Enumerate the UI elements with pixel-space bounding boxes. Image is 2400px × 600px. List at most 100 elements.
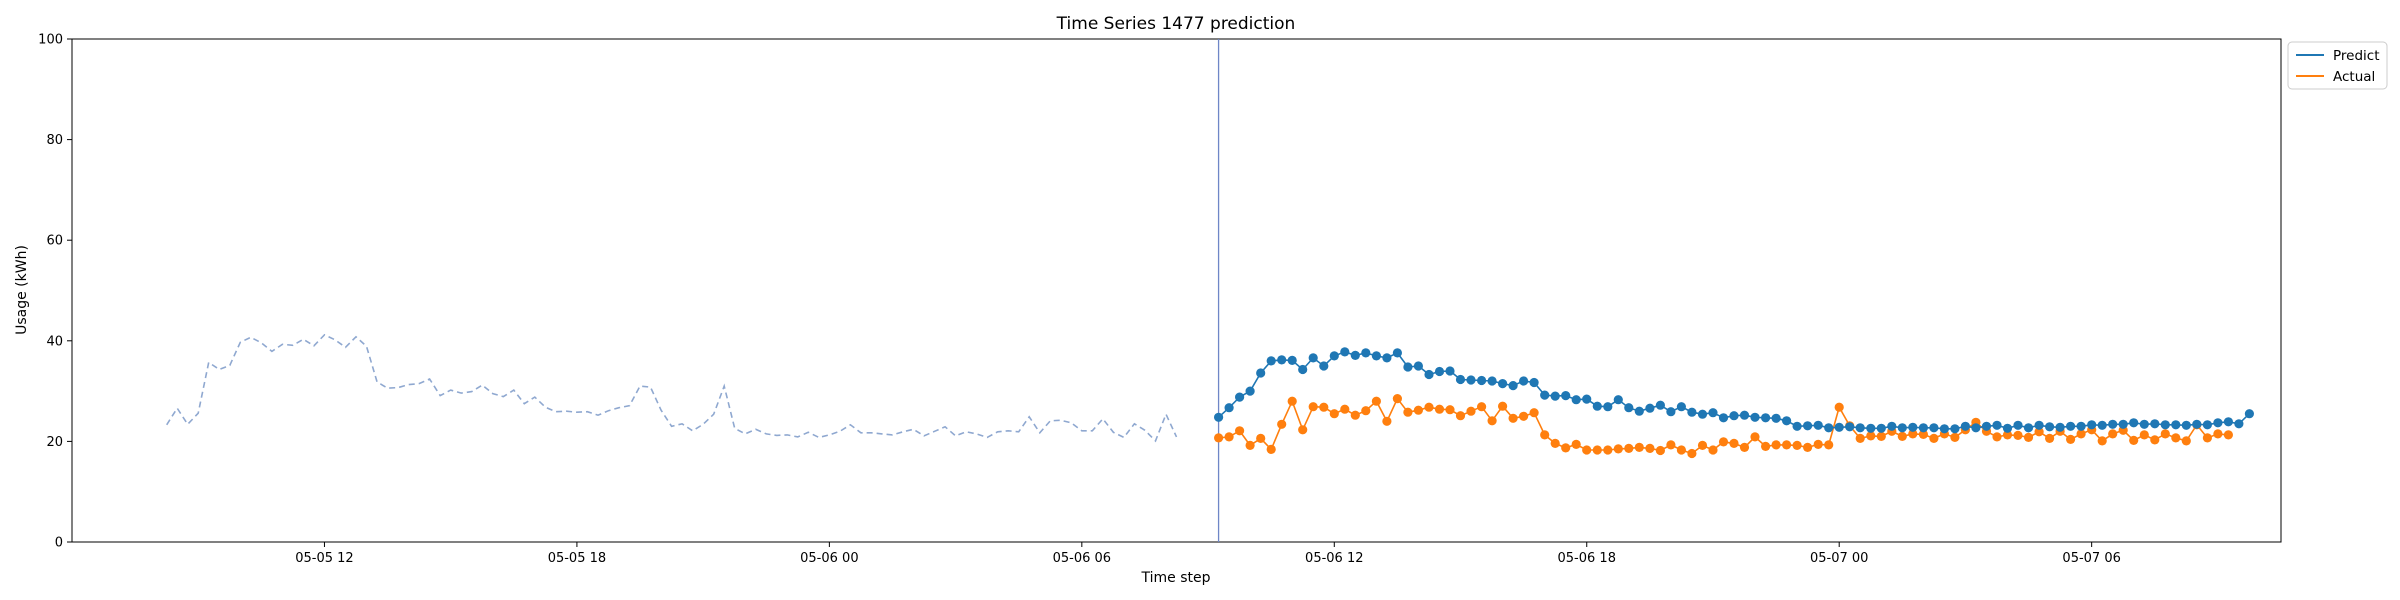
data-point-actual (1582, 445, 1592, 455)
data-point-predict (1424, 369, 1434, 380)
data-point-predict (1792, 421, 1802, 431)
data-point-predict (2097, 420, 2107, 430)
data-point-predict (1992, 420, 2002, 430)
data-point-actual (1561, 443, 1571, 453)
data-point-actual (1739, 442, 1750, 452)
data-point-predict (1624, 403, 1634, 413)
data-point-actual (1350, 410, 1360, 420)
data-point-actual (1224, 432, 1234, 442)
series-actual (1214, 394, 2233, 459)
y-tick-label: 40 (46, 334, 63, 349)
data-point-actual (1771, 440, 1781, 450)
data-point-predict (1655, 400, 1665, 410)
x-tick-label: 05-06 00 (800, 551, 858, 566)
y-axis: 0 20 40 60 80 100 (38, 33, 72, 551)
data-point-actual (1697, 440, 1708, 450)
data-point-predict (1718, 413, 1729, 423)
data-point-predict (1676, 402, 1686, 412)
data-point-actual (1403, 407, 1413, 417)
data-point-predict (1329, 351, 1339, 361)
y-tick-label: 60 (46, 234, 63, 249)
data-point-actual (1761, 441, 1771, 451)
data-point-predict (1382, 353, 1392, 363)
data-point-actual (2150, 435, 2160, 445)
data-point-actual (2023, 432, 2034, 442)
data-point-actual (1666, 440, 1676, 450)
data-point-actual (2002, 430, 2013, 440)
data-point-predict (1634, 406, 1644, 416)
data-point-actual (1329, 409, 1339, 419)
data-point-predict (1350, 350, 1360, 360)
data-point-actual (1487, 416, 1497, 426)
data-point-predict (1434, 366, 1445, 377)
data-point-predict (1235, 392, 1245, 402)
data-point-actual (1918, 429, 1928, 439)
data-point-actual (2045, 433, 2055, 443)
data-point-actual (1340, 404, 1350, 414)
data-point-actual (1519, 411, 1529, 421)
data-point-actual (2076, 429, 2086, 439)
data-point-predict (1508, 381, 1518, 391)
data-point-actual (1866, 431, 1876, 441)
data-point-actual (2108, 429, 2118, 439)
data-point-actual (2223, 430, 2233, 440)
data-point-actual (1308, 402, 1318, 412)
data-point-predict (1392, 348, 1402, 358)
data-point-predict (2139, 419, 2149, 429)
data-point-predict (1750, 412, 1760, 422)
data-point-actual (1266, 444, 1276, 454)
data-point-predict (2234, 419, 2244, 429)
data-point-predict (1697, 409, 1708, 419)
legend-label-predict: Predict (2333, 48, 2380, 64)
data-point-actual (1287, 396, 1297, 406)
data-point-predict (2118, 419, 2128, 429)
y-tick-label: 80 (46, 133, 63, 148)
data-point-actual (1235, 426, 1245, 436)
data-point-predict (1455, 374, 1466, 385)
data-point-actual (1214, 433, 1224, 443)
data-point-predict (1477, 375, 1487, 386)
data-point-predict (1540, 390, 1550, 400)
chart-title: Time Series 1477 prediction (1056, 14, 1296, 34)
data-point-actual (1718, 437, 1729, 447)
data-point-actual (2034, 427, 2044, 437)
data-point-actual (1508, 413, 1518, 423)
y-tick-label: 0 (55, 536, 63, 551)
data-point-actual (2129, 435, 2139, 445)
data-point-actual (1256, 433, 1266, 443)
data-point-predict (2223, 417, 2233, 427)
data-point-predict (1308, 353, 1318, 363)
data-point-actual (1897, 431, 1907, 441)
data-point-actual (1876, 431, 1886, 441)
data-point-predict (1876, 423, 1886, 433)
data-point-predict (1687, 407, 1697, 417)
data-point-predict (1603, 402, 1613, 412)
data-point-predict (1266, 356, 1276, 366)
data-point-predict (1519, 376, 1529, 386)
data-point-predict (1245, 386, 1255, 396)
data-point-actual (1624, 443, 1634, 453)
data-point-predict (1613, 395, 1623, 405)
data-point-predict (1256, 368, 1266, 378)
x-tick-label: 05-06 12 (1305, 551, 1363, 566)
data-point-actual (1571, 439, 1581, 449)
data-point-predict (1824, 423, 1834, 433)
data-point-actual (2202, 433, 2212, 443)
y-tick-label: 20 (46, 435, 63, 450)
data-point-predict (1224, 403, 1234, 413)
data-point-predict (2244, 409, 2254, 419)
data-point-actual (1634, 442, 1644, 452)
data-point-predict (2160, 420, 2170, 430)
data-point-predict (2066, 421, 2076, 431)
history-layer (166, 333, 1178, 443)
data-point-predict (1571, 395, 1581, 405)
data-point-predict (1529, 377, 1539, 388)
data-point-actual (1298, 425, 1308, 435)
data-point-predict (1897, 423, 1907, 433)
data-point-actual (1603, 445, 1613, 455)
data-point-actual (1529, 408, 1539, 418)
data-point-predict (1782, 416, 1792, 426)
y-tick-label: 100 (38, 33, 63, 48)
data-point-predict (1813, 420, 1823, 430)
data-point-actual (1708, 445, 1718, 455)
